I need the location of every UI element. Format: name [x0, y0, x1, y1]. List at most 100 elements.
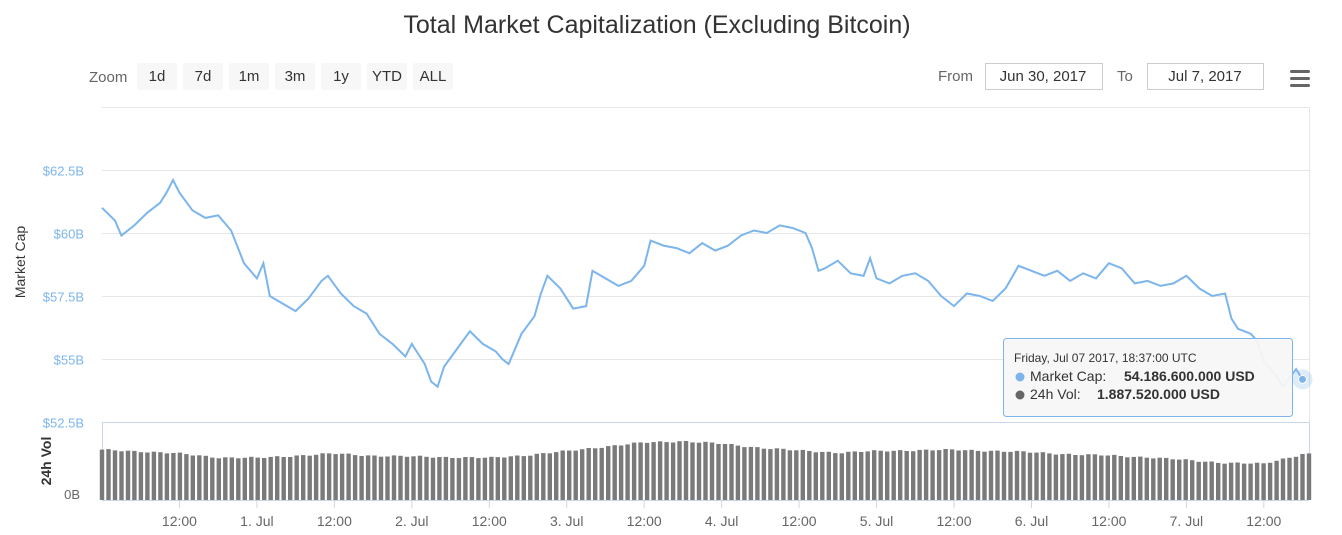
volume-bar — [554, 452, 559, 500]
volume-bar — [1190, 460, 1195, 500]
zoom-button-7d[interactable]: 7d — [183, 63, 223, 90]
volume-bar — [145, 452, 150, 500]
x-axis-tick-label: 12:00 — [627, 513, 662, 529]
volume-bar — [1151, 458, 1156, 500]
volume-bar — [664, 442, 669, 500]
hover-point-marker — [1298, 374, 1307, 384]
market-cap-tick-label: $60B — [54, 227, 84, 242]
volume-bar — [1300, 454, 1305, 500]
volume-bar — [1235, 462, 1240, 500]
volume-bar — [301, 455, 306, 500]
zoom-button-1d[interactable]: 1d — [137, 63, 177, 90]
zoom-button-all[interactable]: ALL — [413, 63, 453, 90]
zoom-button-1y[interactable]: 1y — [321, 63, 361, 90]
volume-bar — [424, 456, 429, 500]
volume-bar — [417, 455, 423, 500]
volume-bar — [339, 453, 345, 500]
volume-bar — [917, 449, 922, 500]
hamburger-icon-bottom — [1290, 84, 1310, 87]
from-date-input[interactable]: Jun 30, 2017 — [985, 63, 1103, 90]
from-date-box — [985, 63, 1103, 90]
hamburger-menu-button[interactable] — [1286, 67, 1314, 89]
volume-bar — [132, 450, 137, 500]
volume-bar — [177, 452, 183, 500]
volume-bar — [1177, 459, 1182, 500]
zoom-label: Zoom — [89, 69, 127, 86]
volume-bar — [962, 450, 968, 500]
volume-bar — [307, 455, 312, 500]
volume-bar — [1144, 457, 1149, 500]
zoom-button-ytd[interactable]: YTD — [367, 63, 407, 90]
volume-bar — [1228, 462, 1234, 500]
volume-bar — [223, 457, 228, 500]
volume-bar — [1209, 461, 1214, 500]
volume-bar — [826, 451, 831, 500]
volume-bar — [1066, 453, 1072, 500]
volume-bar — [534, 453, 539, 500]
volume-bar — [119, 451, 124, 500]
market-cap-tick-label: $52.5B — [43, 416, 84, 431]
market-cap-tick-label: $57.5B — [43, 290, 84, 305]
market-cap-y-axis: $52.5B $55B $57.5B $60B $62.5B 0B — [43, 164, 84, 503]
volume-bar — [495, 457, 500, 500]
volume-bar — [703, 441, 708, 500]
volume-bar — [359, 456, 364, 500]
volume-bar — [320, 453, 325, 500]
zoom-button-3m-label: 3m — [285, 68, 306, 85]
tooltip-market-cap-value: 54.186.600.000 USD — [1124, 368, 1255, 384]
volume-bar — [690, 442, 695, 500]
zoom-button-1m-bg — [229, 63, 269, 90]
volume-bar — [443, 456, 449, 500]
volume-bar — [229, 457, 234, 500]
to-date-input[interactable]: Jul 7, 2017 — [1147, 63, 1264, 90]
volume-bar — [807, 451, 812, 500]
x-axis-tick-label: 12:00 — [317, 513, 352, 529]
from-date-value: Jun 30, 2017 — [1000, 68, 1087, 85]
volume-bar — [1053, 454, 1059, 500]
volume-bar — [859, 452, 864, 500]
volume-bar — [262, 458, 267, 500]
volume-bar — [716, 444, 721, 500]
volume-bar — [138, 452, 144, 500]
volume-bar — [891, 450, 896, 500]
volume-bar — [450, 458, 455, 500]
volume-bar — [567, 450, 572, 500]
volume-bar — [1164, 457, 1169, 500]
volume-bar — [787, 450, 793, 500]
volume-bar — [398, 455, 403, 500]
volume-bar — [1027, 452, 1033, 500]
volume-bar — [1034, 452, 1039, 500]
tooltip: Friday, Jul 07 2017, 18:37:00 UTC Market… — [1003, 338, 1313, 417]
volume-bar — [1248, 463, 1253, 500]
volume-bar — [99, 449, 105, 500]
volume-bar — [288, 457, 293, 500]
volume-bar — [930, 450, 935, 500]
zoom-button-all-label: ALL — [420, 68, 447, 85]
volume-bar — [404, 456, 410, 500]
volume-bar — [923, 449, 929, 500]
volume-bar — [106, 449, 111, 500]
volume-bar — [372, 455, 377, 500]
x-axis-tick-label: 4. Jul — [705, 513, 738, 529]
volume-series — [99, 441, 1312, 500]
volume-bar — [502, 457, 507, 500]
volume-bar — [781, 448, 786, 500]
zoom-button-1y-label: 1y — [333, 68, 349, 85]
zoom-button-1m[interactable]: 1m — [229, 63, 269, 90]
volume-bar — [1222, 463, 1227, 500]
volume-bar — [437, 457, 442, 500]
tooltip-volume-value: 1.887.520.000 USD — [1097, 386, 1220, 402]
volume-bar — [904, 451, 909, 500]
volume-bar — [346, 453, 351, 500]
volume-bar — [1060, 454, 1065, 500]
x-axis-tick-label: 12:00 — [1091, 513, 1126, 529]
volume-bar — [281, 457, 286, 500]
hamburger-icon-middle — [1290, 77, 1310, 80]
volume-bar — [709, 442, 715, 500]
x-axis-tick-label: 12:00 — [162, 513, 197, 529]
zoom-button-3m[interactable]: 3m — [275, 63, 315, 90]
to-date-value: Jul 7, 2017 — [1168, 68, 1241, 85]
volume-bar — [651, 442, 656, 500]
volume-bar — [1280, 458, 1286, 500]
